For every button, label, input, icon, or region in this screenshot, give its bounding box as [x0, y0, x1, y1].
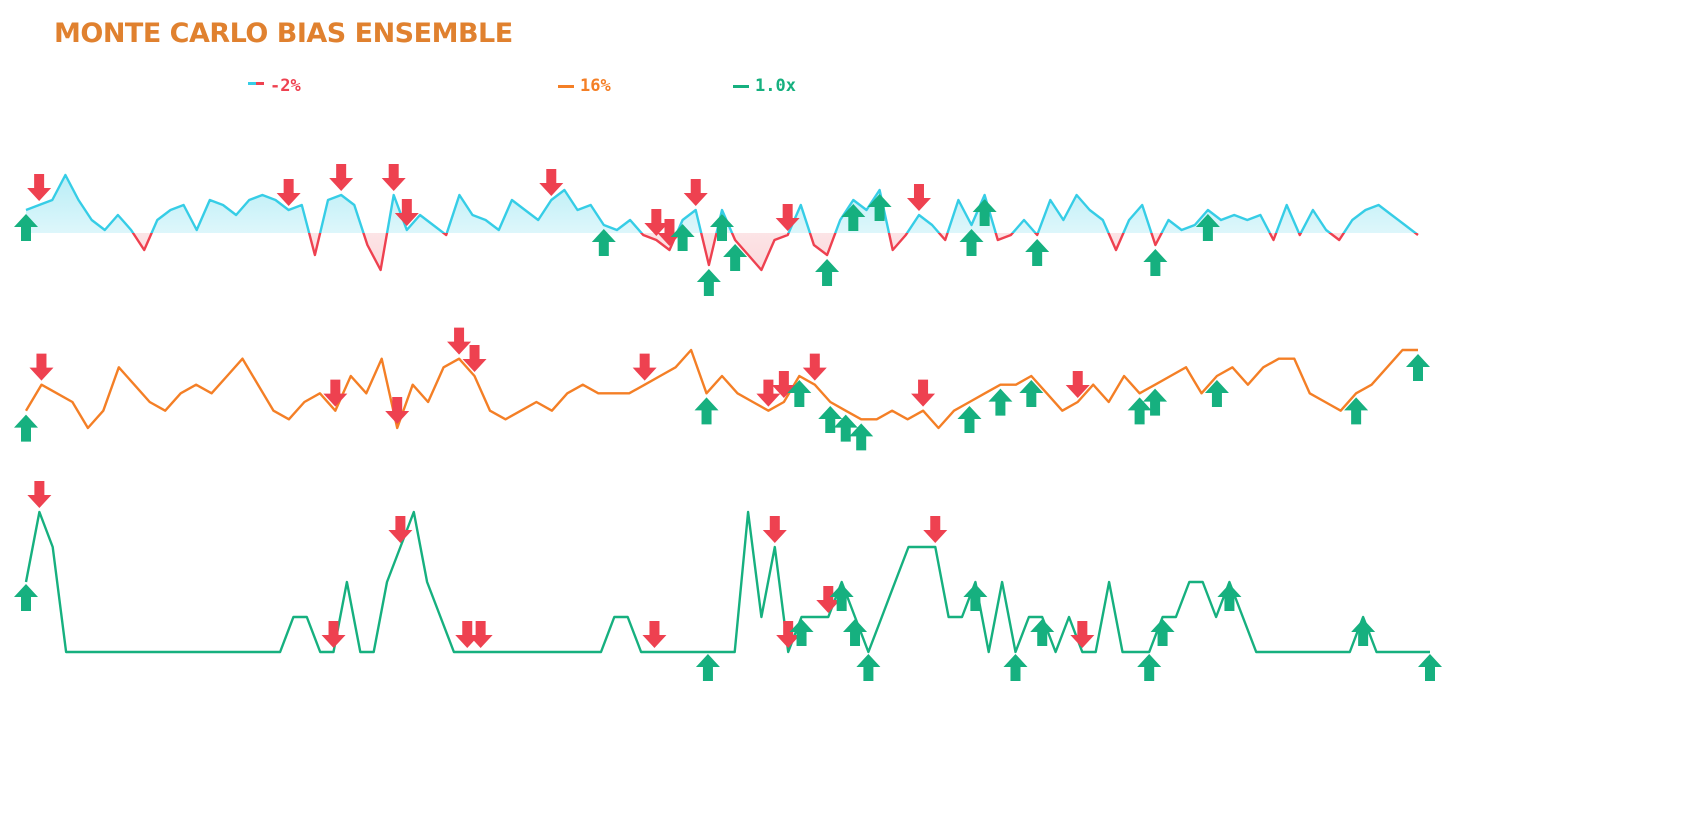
sell-arrow-icon [323, 379, 348, 407]
sell-arrow-icon [27, 174, 52, 201]
sell-arrow-icon [455, 621, 480, 648]
buy-arrow-icon [14, 584, 38, 611]
buy-arrow-icon [1143, 249, 1168, 276]
buy-arrow-icon [1030, 619, 1055, 646]
sell-arrow-icon [756, 379, 781, 407]
legend-item-neg: -2% [248, 74, 301, 98]
buy-arrow-icon [1344, 397, 1369, 425]
buy-arrow-icon [694, 397, 719, 425]
buy-arrow-icon [1003, 654, 1028, 681]
buy-arrow-icon [1019, 380, 1044, 407]
buy-arrow-icon [957, 406, 982, 433]
sell-arrow-icon [321, 621, 346, 648]
series-line-positive [25, 173, 1418, 233]
sell-arrow-icon [802, 353, 827, 381]
sell-arrow-icon [762, 516, 787, 543]
buy-arrow-icon [787, 380, 812, 407]
buy-arrow-icon [591, 229, 616, 256]
buy-arrow-icon [867, 194, 892, 221]
buy-arrow-icon [1418, 654, 1442, 681]
sell-arrow-icon [276, 179, 301, 206]
sell-arrow-icon [29, 353, 54, 381]
buy-arrow-icon [14, 414, 38, 442]
sell-arrow-icon [381, 164, 406, 191]
buy-arrow-icon [959, 229, 984, 256]
sell-arrow-icon [447, 327, 472, 355]
legend-swatch-neg [248, 81, 264, 85]
legend-item-green: 1.0x [733, 74, 796, 98]
buy-arrow-icon [841, 204, 866, 231]
legend-label-orange: 16% [580, 76, 611, 96]
buy-arrow-icon [723, 244, 748, 271]
sell-arrow-icon [539, 169, 564, 196]
sell-arrow-icon [394, 199, 419, 226]
buy-arrow-icon [856, 654, 881, 681]
buy-arrow-icon [1127, 397, 1152, 425]
buy-arrow-icon [1150, 619, 1175, 646]
sell-arrow-icon [923, 516, 948, 543]
sell-arrow-icon [1070, 621, 1095, 648]
buy-arrow-icon [710, 214, 734, 241]
buy-arrow-icon [789, 619, 814, 646]
buy-arrow-icon [849, 423, 874, 451]
buy-arrow-icon [1143, 388, 1168, 416]
buy-arrow-icon [833, 414, 858, 442]
legend-swatch-orange [558, 84, 574, 88]
sell-arrow-icon [644, 209, 669, 236]
area-positive [26, 175, 1418, 233]
buy-arrow-icon [988, 388, 1013, 416]
series-line-orange [24, 348, 1418, 430]
buy-arrow-icon [963, 584, 988, 611]
sell-arrow-icon [906, 184, 931, 211]
sell-arrow-icon [775, 204, 800, 231]
buy-arrow-icon [818, 406, 843, 433]
buy-arrow-icon [1351, 619, 1376, 646]
sell-arrow-icon [388, 516, 413, 543]
sell-arrow-icon [632, 353, 657, 381]
buy-arrow-icon [1204, 380, 1229, 407]
buy-arrow-icon [829, 584, 854, 611]
buy-arrow-icon [1406, 354, 1430, 381]
chart-title: MONTE CARLO BIAS ENSEMBLE [54, 18, 513, 49]
area-negative [26, 233, 1418, 270]
buy-arrow-icon [815, 259, 840, 286]
buy-arrow-icon [670, 224, 695, 251]
sell-arrow-icon [642, 621, 667, 648]
legend-item-orange: 16% [558, 74, 611, 98]
buy-arrow-icon [1195, 214, 1220, 241]
legend-label-green: 1.0x [755, 76, 796, 96]
sell-arrow-icon [462, 345, 487, 372]
legend-label-neg: -2% [270, 76, 301, 96]
sell-arrow-icon [657, 219, 682, 246]
buy-arrow-icon [696, 269, 721, 296]
sell-arrow-icon [385, 397, 410, 424]
buy-arrow-icon [1025, 239, 1050, 266]
buy-arrow-icon [14, 214, 38, 241]
sell-arrow-icon [468, 621, 493, 648]
sell-arrow-icon [1065, 371, 1090, 398]
buy-arrow-icon [695, 654, 720, 681]
legend-swatch-green [733, 84, 749, 88]
sell-arrow-icon [911, 379, 936, 407]
sell-arrow-icon [27, 481, 52, 508]
buy-arrow-icon [1217, 584, 1242, 611]
sell-arrow-icon [776, 621, 801, 648]
sell-arrow-icon [816, 586, 841, 613]
sell-arrow-icon [683, 179, 708, 206]
series-line-green [24, 510, 1430, 654]
buy-arrow-icon [843, 619, 868, 646]
buy-arrow-icon [1137, 654, 1162, 681]
sell-arrow-icon [329, 164, 354, 191]
buy-arrow-icon [972, 199, 997, 226]
